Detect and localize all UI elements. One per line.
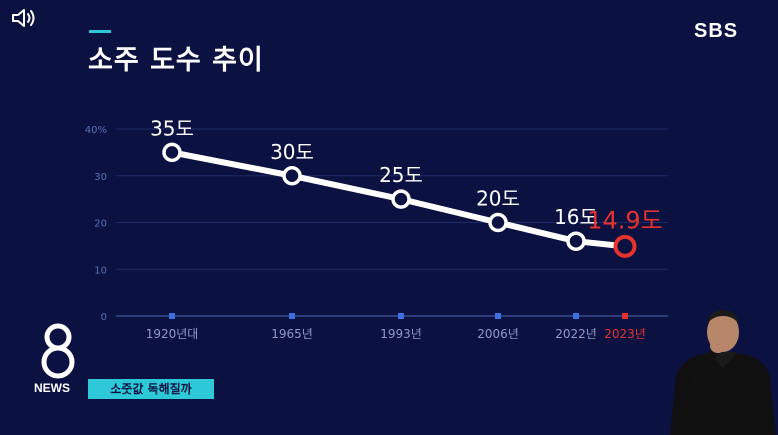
data-label: 35도 — [150, 116, 194, 140]
data-label: 16도 — [554, 205, 598, 229]
x-axis-marker — [495, 313, 501, 319]
speaker-icon[interactable] — [10, 7, 40, 29]
x-axis-marker — [573, 313, 579, 319]
title-accent-bar — [89, 30, 111, 33]
x-axis-marker — [622, 313, 628, 319]
x-tick-label: 2006년 — [477, 327, 519, 341]
chart-title: 소주 도수 추이 — [88, 45, 264, 76]
data-point — [162, 142, 182, 163]
x-axis-marker — [169, 313, 175, 319]
y-tick-label: 40% — [85, 125, 107, 136]
y-tick-label: 20 — [94, 219, 107, 230]
data-label: 14.9도 — [587, 206, 663, 234]
x-axis-marker — [398, 313, 404, 319]
data-label: 30도 — [270, 140, 314, 164]
news-label: NEWS — [34, 381, 70, 395]
y-tick-label: 0 — [101, 312, 107, 323]
x-axis-marker — [289, 313, 295, 319]
x-tick-label: 1920년대 — [146, 327, 199, 341]
data-point — [391, 189, 411, 209]
data-label: 25도 — [379, 163, 423, 187]
data-point — [282, 166, 302, 186]
data-label: 20도 — [476, 187, 520, 211]
data-point — [488, 212, 508, 233]
sign-language-interpreter — [670, 310, 776, 435]
data-point — [566, 231, 586, 251]
y-tick-label: 30 — [94, 172, 107, 183]
x-tick-label: 1993년 — [380, 327, 422, 341]
x-tick-label: 2023년 — [604, 327, 646, 341]
sbs-8-news-logo — [41, 323, 75, 379]
caption-banner: 소줏값 독해질까 — [88, 379, 214, 399]
broadcaster-logo: SBS — [694, 20, 739, 42]
y-tick-label: 10 — [94, 265, 107, 276]
data-point — [613, 234, 637, 258]
x-tick-label: 1965년 — [271, 327, 313, 341]
x-tick-label: 2022년 — [555, 327, 597, 341]
